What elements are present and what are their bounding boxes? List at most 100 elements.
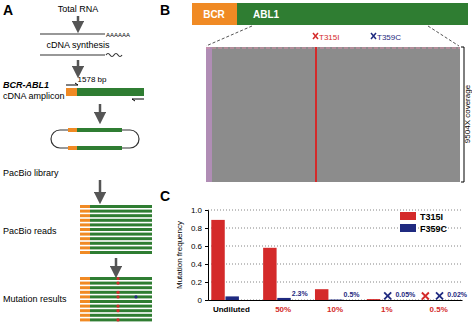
- x-tick-label: Undiluted: [213, 305, 250, 314]
- read-bcr: [80, 219, 90, 222]
- y-tick-label: 1.0: [191, 206, 203, 215]
- x-axis: Undiluted50%10%1%0.5%: [209, 300, 463, 314]
- y-tick-label: 0.6: [191, 242, 203, 251]
- y-tick-label: 0: [198, 296, 203, 305]
- read-bcr: [80, 242, 90, 245]
- x-tick-label: 0.5%: [430, 305, 448, 314]
- bar: [367, 299, 380, 300]
- read-bcr: [80, 237, 90, 240]
- x-tick: Undiluted: [213, 300, 250, 314]
- zoom-line: [206, 26, 252, 46]
- x-tick: 0.5%: [430, 300, 448, 314]
- read-bcr: [80, 286, 90, 289]
- coverage-top: [206, 48, 460, 49]
- figure-svg: ATotal RNAAAAAAAcDNA synthesis1578 bpBCR…: [0, 0, 472, 329]
- bar: [329, 299, 342, 300]
- amplicon-bcr: [66, 88, 77, 96]
- read-abl1: [90, 223, 152, 226]
- coverage-label: 9504X coverage: [463, 84, 472, 143]
- coverage-reads: [206, 47, 460, 182]
- read-bcr: [80, 246, 90, 249]
- read-abl1: [90, 277, 152, 280]
- read-mutation: [116, 291, 119, 294]
- rna-strand: [40, 33, 105, 34]
- bar: [263, 248, 276, 300]
- read-bcr: [80, 214, 90, 217]
- coverage-edge: [206, 47, 212, 182]
- data-label: 0.05%: [395, 291, 416, 298]
- read-bcr: [80, 205, 90, 208]
- read-abl1: [90, 300, 152, 303]
- gene-bcr: [192, 3, 237, 25]
- read-mutation: [116, 295, 119, 298]
- primer-reverse: [132, 99, 144, 101]
- read-abl1: [90, 219, 152, 222]
- read-abl1: [90, 286, 152, 289]
- read-abl1: [90, 282, 152, 285]
- data-label: 2.3%: [292, 290, 309, 297]
- y-tick-mark: [205, 210, 208, 211]
- bars: [211, 220, 380, 300]
- library-bcr: [68, 128, 77, 132]
- legend: T315I F359C: [400, 212, 448, 234]
- smrtbell: [51, 130, 139, 148]
- panel-label: C: [160, 188, 170, 204]
- read-bcr: [80, 314, 90, 317]
- y-tick: 0.6: [191, 242, 208, 251]
- grid-line: [208, 210, 462, 211]
- step-label: PacBio reads: [3, 226, 57, 236]
- x-tick: 10%: [327, 300, 343, 314]
- read-mutation: [116, 277, 119, 280]
- panel-b: BBCRABL1T315IT359C9504X coverage: [160, 2, 472, 182]
- bar: [277, 298, 290, 300]
- y-tick-mark: [205, 282, 208, 283]
- x-tick: 50%: [275, 300, 291, 314]
- read-bcr: [80, 210, 90, 213]
- bar: [315, 289, 328, 300]
- panel-c: C00.20.40.60.81.0Mutation frequencyUndil…: [160, 188, 468, 314]
- read-bcr: [80, 282, 90, 285]
- step-label: Mutation results: [3, 294, 67, 304]
- y-tick-mark: [205, 300, 208, 301]
- read-abl1: [90, 314, 152, 317]
- y-tick-label: 0.8: [191, 224, 203, 233]
- data-label: 0.5%: [344, 291, 361, 298]
- read-abl1: [90, 309, 152, 312]
- legend-swatch: [400, 224, 416, 232]
- data-label: 0.02%: [447, 291, 468, 298]
- bar: [225, 296, 238, 300]
- read-bcr: [80, 233, 90, 236]
- read-abl1: [90, 233, 152, 236]
- read-mutation: [116, 318, 119, 321]
- not-detected-mark: [422, 293, 429, 300]
- not-detected-mark: [384, 292, 391, 299]
- amplicon-abl1: [77, 88, 144, 96]
- zoom-line: [428, 26, 459, 46]
- read-abl1: [90, 228, 152, 231]
- poly-a: AAAAAA: [106, 32, 130, 38]
- legend-label: F359C: [420, 224, 448, 234]
- library-abl1: [77, 146, 122, 150]
- panel-label: A: [3, 2, 13, 18]
- bar: [211, 220, 224, 300]
- y-tick-label: 0.2: [191, 278, 203, 287]
- read-abl1: [90, 242, 152, 245]
- y-tick: 0.2: [191, 278, 208, 287]
- read-mutation: [134, 295, 137, 298]
- read-bcr: [80, 223, 90, 226]
- legend-label: T315I: [420, 212, 443, 222]
- y-axis: 0 0.2 0.4 0.6 0.8 1.0: [191, 206, 209, 305]
- y-tick: 0.4: [191, 260, 208, 269]
- flow-arrow: [115, 258, 118, 272]
- read-bcr: [80, 277, 90, 280]
- read-abl1: [90, 318, 152, 321]
- mutation-cross: [371, 33, 376, 39]
- read-abl1: [90, 237, 152, 240]
- read-bcr: [80, 300, 90, 303]
- not-detected-mark: [436, 292, 443, 299]
- gene-name: ABL1: [253, 9, 280, 20]
- read-abl1: [90, 210, 152, 213]
- y-axis-line: [205, 211, 209, 301]
- flow-arrow: [99, 180, 102, 198]
- mutation-column: [315, 47, 317, 182]
